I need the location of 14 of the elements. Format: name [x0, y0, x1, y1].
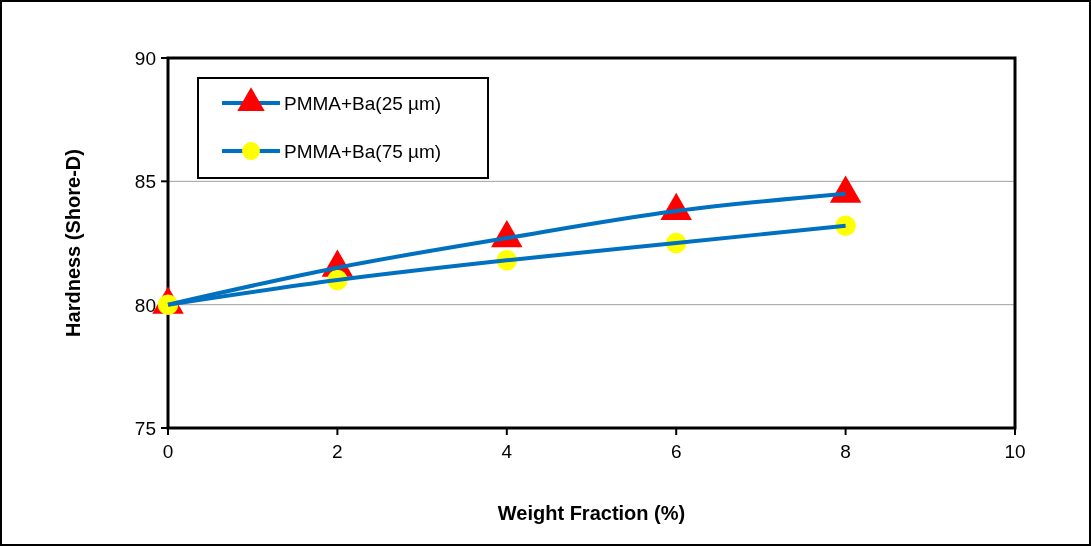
- y-tick-label: 90: [134, 48, 156, 69]
- x-tick-label: 4: [501, 441, 513, 462]
- x-tick-label: 6: [670, 441, 682, 462]
- x-tick-label: 10: [1004, 441, 1026, 462]
- x-tick-label: 8: [840, 441, 851, 462]
- x-tick-label: 2: [332, 441, 343, 462]
- legend-label: PMMA+Ba(75 µm): [284, 141, 442, 162]
- x-axis-title: Weight Fraction (%): [497, 502, 686, 524]
- x-tick-label: 0: [162, 441, 174, 462]
- y-tick-label: 75: [134, 418, 156, 439]
- y-tick-label: 80: [134, 294, 156, 316]
- y-tick-label: 85: [134, 171, 156, 193]
- y-axis-title: Hardness (Shore-D): [62, 149, 84, 337]
- legend-label: PMMA+Ba(25 µm): [284, 93, 442, 114]
